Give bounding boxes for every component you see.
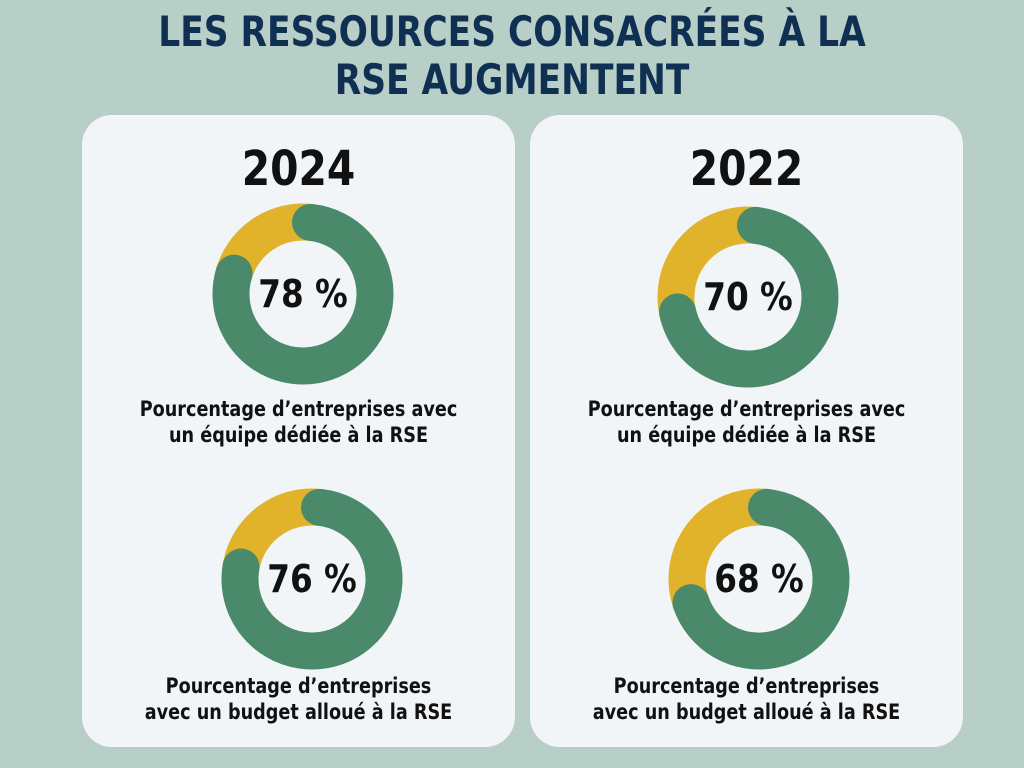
page-title: LES RESSOURCES CONSACRÉES À LA RSE AUGME… (92, 8, 932, 104)
donut-value-segment (672, 488, 850, 670)
caption-line-2: un équipe dédiée à la RSE (616, 423, 876, 447)
donut-caption-team-2022: Pourcentage d’entreprises avec un équipe… (565, 396, 929, 448)
caption-line-1: Pourcentage d’entreprises (613, 674, 880, 698)
card-2022: 2022 70 % Pourcentage d’entreprises avec… (530, 115, 963, 747)
year-label-2024: 2024 (241, 141, 356, 197)
donut-value-label: 76 % (267, 557, 357, 601)
card-2024: 2024 78 % Pourcentage d’entreprises avec… (82, 115, 515, 747)
donut-chart-team-2022: 70 % (653, 202, 843, 392)
donut-value-label: 78 % (258, 272, 348, 316)
caption-line-2: avec un budget alloué à la RSE (592, 700, 901, 724)
donut-value-segment (212, 203, 394, 385)
title-line-1: LES RESSOURCES CONSACRÉES À LA (158, 7, 866, 56)
donut-chart-team-2024: 78 % (208, 199, 398, 389)
caption-line-1: Pourcentage d’entreprises (165, 674, 432, 698)
donut-caption-budget-2022: Pourcentage d’entreprises avec un budget… (565, 673, 929, 725)
donut-caption-team-2024: Pourcentage d’entreprises avec un équipe… (117, 396, 481, 448)
caption-line-2: un équipe dédiée à la RSE (168, 423, 428, 447)
donut-value-label: 70 % (703, 275, 793, 319)
donut-svg (212, 203, 394, 385)
donut-value-segment (659, 206, 839, 388)
donut-chart-budget-2024: 76 % (217, 484, 407, 674)
donut-svg (657, 206, 839, 388)
donut-chart-budget-2022: 68 % (664, 484, 854, 674)
donut-value-segment (221, 488, 403, 670)
donut-svg (221, 488, 403, 670)
donut-caption-budget-2024: Pourcentage d’entreprises avec un budget… (117, 673, 481, 725)
caption-line-2: avec un budget alloué à la RSE (144, 700, 453, 724)
donut-svg (668, 488, 850, 670)
caption-line-1: Pourcentage d’entreprises avec (587, 397, 906, 421)
title-line-2: RSE AUGMENTENT (334, 55, 690, 104)
donut-value-label: 68 % (714, 557, 804, 601)
caption-line-1: Pourcentage d’entreprises avec (139, 397, 458, 421)
year-label-2022: 2022 (689, 141, 804, 197)
